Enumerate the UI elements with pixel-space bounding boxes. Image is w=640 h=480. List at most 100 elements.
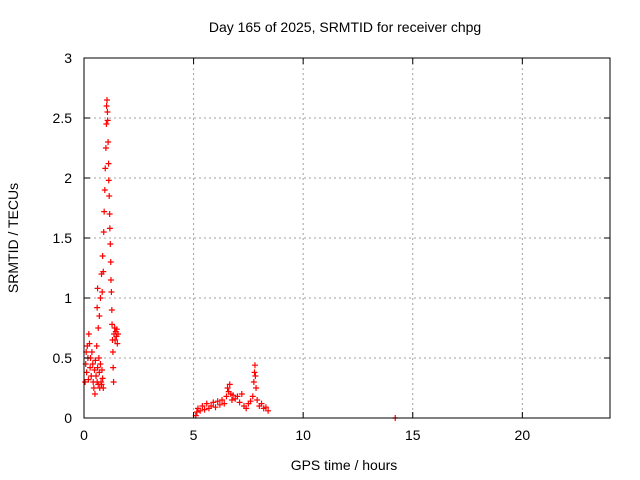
data-point: [210, 399, 217, 406]
data-point: [216, 401, 223, 408]
data-point: [234, 393, 241, 400]
data-point: [203, 400, 210, 407]
grid-layer: [84, 58, 610, 418]
data-point: [110, 364, 117, 371]
data-point: [212, 404, 219, 411]
data-point: [109, 349, 116, 355]
data-point: [97, 295, 104, 301]
data-point: [258, 400, 265, 407]
data-point: [228, 397, 235, 403]
plot-frame: [83, 57, 611, 419]
chart-title: Day 165 of 2025, SRMTID for receiver chp…: [209, 19, 481, 35]
data-point: [87, 364, 94, 371]
data-point: [250, 379, 257, 385]
data-point: [208, 403, 215, 409]
data-point: [253, 385, 260, 391]
x-tick-label: 15: [405, 427, 421, 443]
data-point: [223, 393, 230, 400]
data-point: [99, 253, 106, 259]
data-point: [251, 362, 258, 369]
data-point: [85, 376, 92, 383]
data-point: [86, 340, 93, 347]
x-tick-label: 20: [515, 427, 531, 443]
data-point: [90, 385, 97, 391]
data-point: [109, 321, 116, 328]
y-tick-labels: 0 0.5 1 1.5 2 2.5 3: [53, 50, 73, 426]
data-point: [100, 385, 107, 391]
data-point: [114, 340, 121, 347]
data-point: [106, 225, 113, 232]
data-point: [254, 397, 261, 403]
data-point: [105, 177, 112, 184]
data-point: [105, 139, 112, 145]
y-tick-label: 0.5: [53, 350, 73, 366]
y-tick-label: 1: [64, 290, 72, 306]
data-point: [226, 381, 233, 388]
data-point: [98, 367, 105, 373]
x-tick-labels: 0 5 10 15 20: [80, 427, 530, 443]
data-point: [100, 229, 107, 235]
data-point: [99, 289, 106, 295]
data-point: [214, 398, 221, 405]
data-point: [104, 117, 111, 124]
data-point: [102, 145, 109, 151]
data-point: [94, 304, 101, 311]
data-point: [98, 381, 105, 388]
data-point: [107, 241, 114, 247]
data-point: [201, 406, 208, 413]
data-point: [105, 160, 112, 167]
y-tick-label: 1.5: [53, 230, 73, 246]
data-point: [243, 405, 250, 412]
data-point: [252, 373, 259, 379]
data-point: [89, 361, 96, 367]
data-point: [93, 343, 100, 349]
data-point: [94, 364, 101, 371]
x-tick-label: 0: [80, 427, 88, 443]
data-point: [83, 369, 90, 376]
data-point: [103, 121, 110, 127]
data-point: [230, 392, 237, 399]
data-point: [247, 398, 254, 405]
data-point: [97, 361, 104, 367]
data-point: [238, 391, 245, 397]
data-point: [92, 357, 99, 364]
data-point: [193, 409, 200, 415]
data-point: [106, 211, 113, 217]
y-tick-label: 2.5: [53, 110, 73, 126]
data-point: [197, 407, 204, 414]
y-axis-label: SRMTID / TECUs: [5, 183, 21, 293]
data-point: [82, 379, 89, 385]
data-point: [251, 369, 258, 376]
data-point: [224, 385, 231, 391]
data-point: [106, 193, 113, 199]
y-tick-label: 0: [64, 410, 72, 426]
data-point: [104, 97, 111, 103]
data-point: [104, 109, 111, 115]
data-point: [107, 277, 114, 283]
data-point: [95, 355, 102, 361]
data-point: [108, 289, 115, 295]
axis-ticks: [83, 57, 610, 419]
x-axis-label: GPS time / hours: [291, 457, 398, 473]
data-point: [265, 407, 272, 414]
data-point: [262, 404, 269, 411]
data-point: [91, 391, 98, 397]
data-point: [99, 375, 106, 382]
data-point: [236, 399, 243, 406]
data-point: [100, 268, 107, 275]
data-point: [96, 313, 103, 319]
data-point: [93, 373, 100, 379]
x-tick-label: 5: [190, 427, 198, 443]
data-point: [103, 103, 110, 109]
data-point: [94, 285, 101, 292]
data-point: [110, 379, 117, 385]
data-point: [85, 331, 92, 337]
data-point: [101, 208, 108, 215]
y-tick-label: 3: [64, 50, 72, 66]
data-point: [101, 187, 108, 193]
data-points: [82, 97, 399, 421]
data-point: [219, 397, 226, 403]
data-point: [112, 337, 119, 343]
